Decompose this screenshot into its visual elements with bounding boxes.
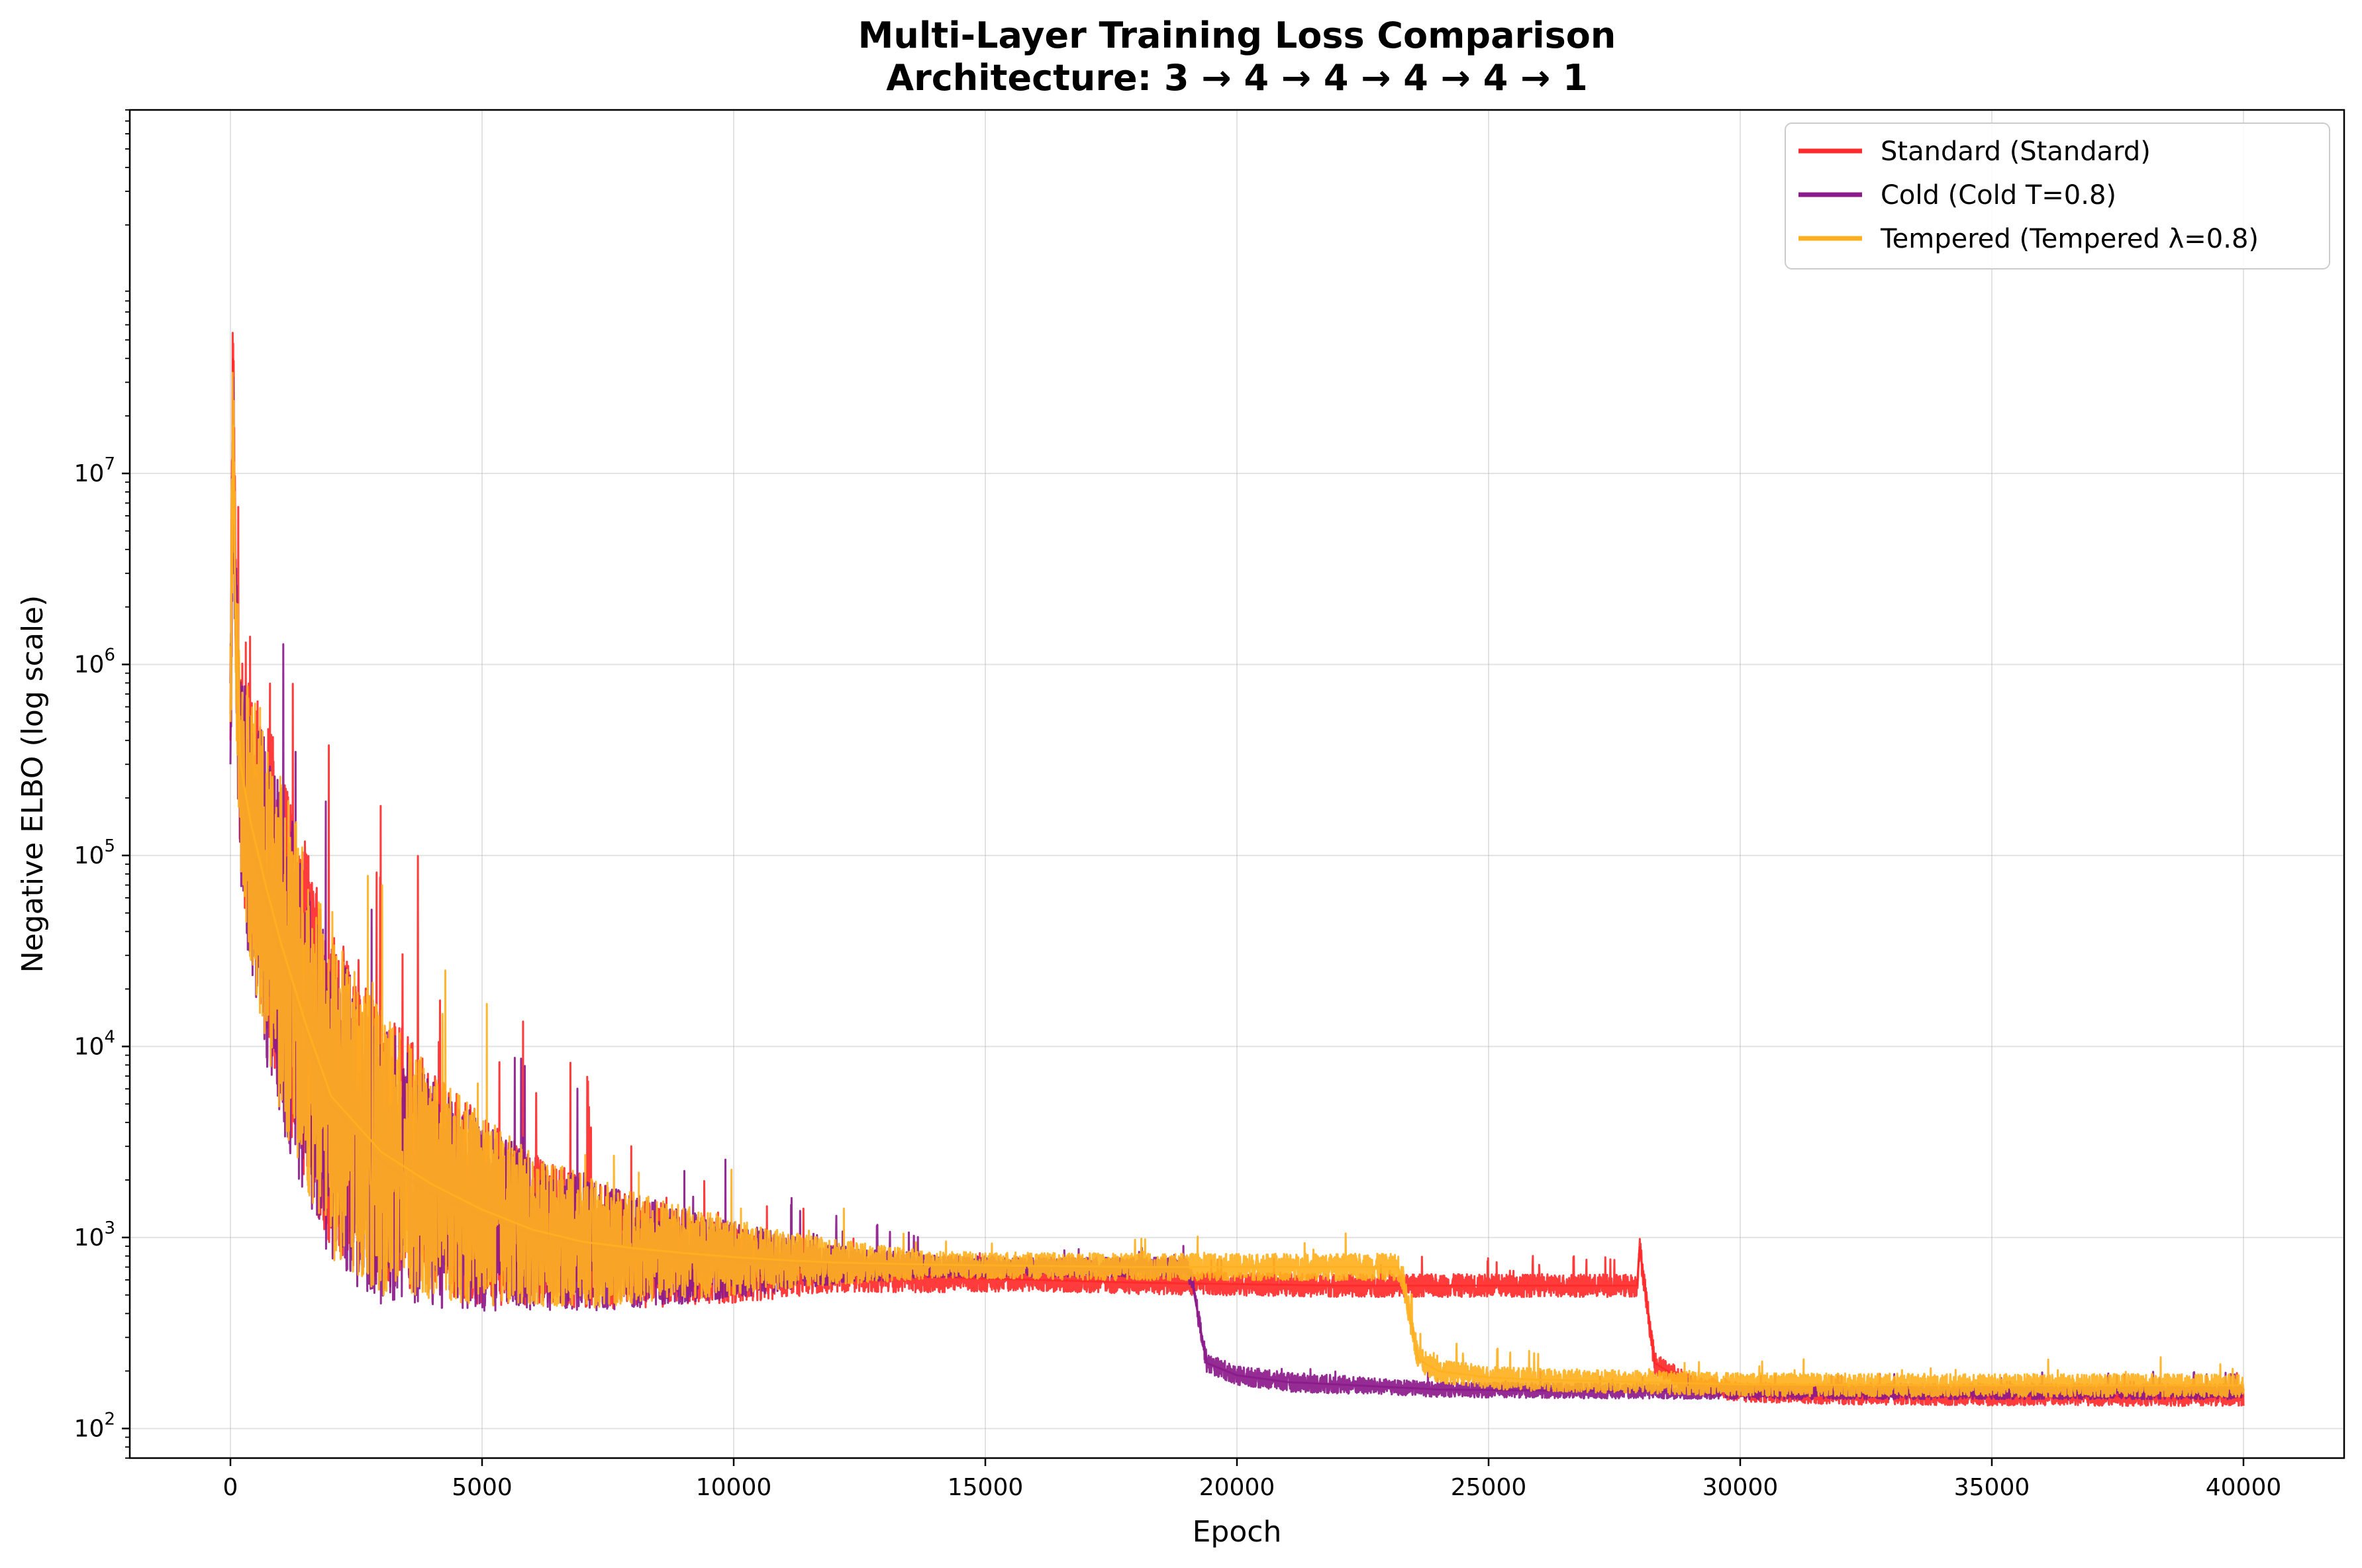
y-tick-label: 105 (74, 836, 115, 869)
legend-label: Cold (Cold T=0.8) (1881, 180, 2116, 211)
x-tick-label: 25000 (1451, 1474, 1527, 1501)
y-tick-label: 106 (74, 645, 115, 678)
chart-title: Multi-Layer Training Loss Comparison (858, 15, 1616, 56)
tick-layer: 0 5000 10000 15000 20000 25000 30000 35000 40000… (74, 109, 2282, 1501)
legend: Standard (Standard) Cold (Cold T=0.8) Temp… (1785, 122, 2330, 270)
legend-label: Standard (Standard) (1881, 136, 2151, 167)
x-tick-label: 10000 (696, 1474, 772, 1501)
x-tick-label: 0 (223, 1474, 238, 1501)
y-axis-label: Negative ELBO (log scale) (16, 595, 50, 973)
series-line-2 (229, 371, 2245, 1398)
grid-layer (130, 110, 2344, 1458)
x-tick-label: 30000 (1702, 1474, 1779, 1501)
legend-box (1785, 122, 2330, 270)
y-tick-label: 102 (74, 1409, 115, 1442)
x-tick-label: 40000 (2206, 1474, 2282, 1501)
x-tick-label: 35000 (1954, 1474, 2030, 1501)
x-tick-label: 20000 (1199, 1474, 1275, 1501)
y-tick-label: 107 (74, 454, 115, 487)
y-tick-label: 103 (74, 1218, 115, 1251)
x-axis-label: Epoch (1193, 1515, 1282, 1549)
series-trend-2 (229, 424, 2243, 1387)
series-layer (229, 332, 2245, 1407)
x-tick-label: 15000 (948, 1474, 1024, 1501)
chart-subtitle: Architecture: 3 → 4 → 4 → 4 → 4 → 1 (886, 57, 1587, 99)
y-tick-label: 104 (74, 1027, 115, 1060)
x-tick-label: 5000 (452, 1474, 513, 1501)
legend-label: Tempered (Tempered λ=0.8) (1880, 224, 2259, 254)
